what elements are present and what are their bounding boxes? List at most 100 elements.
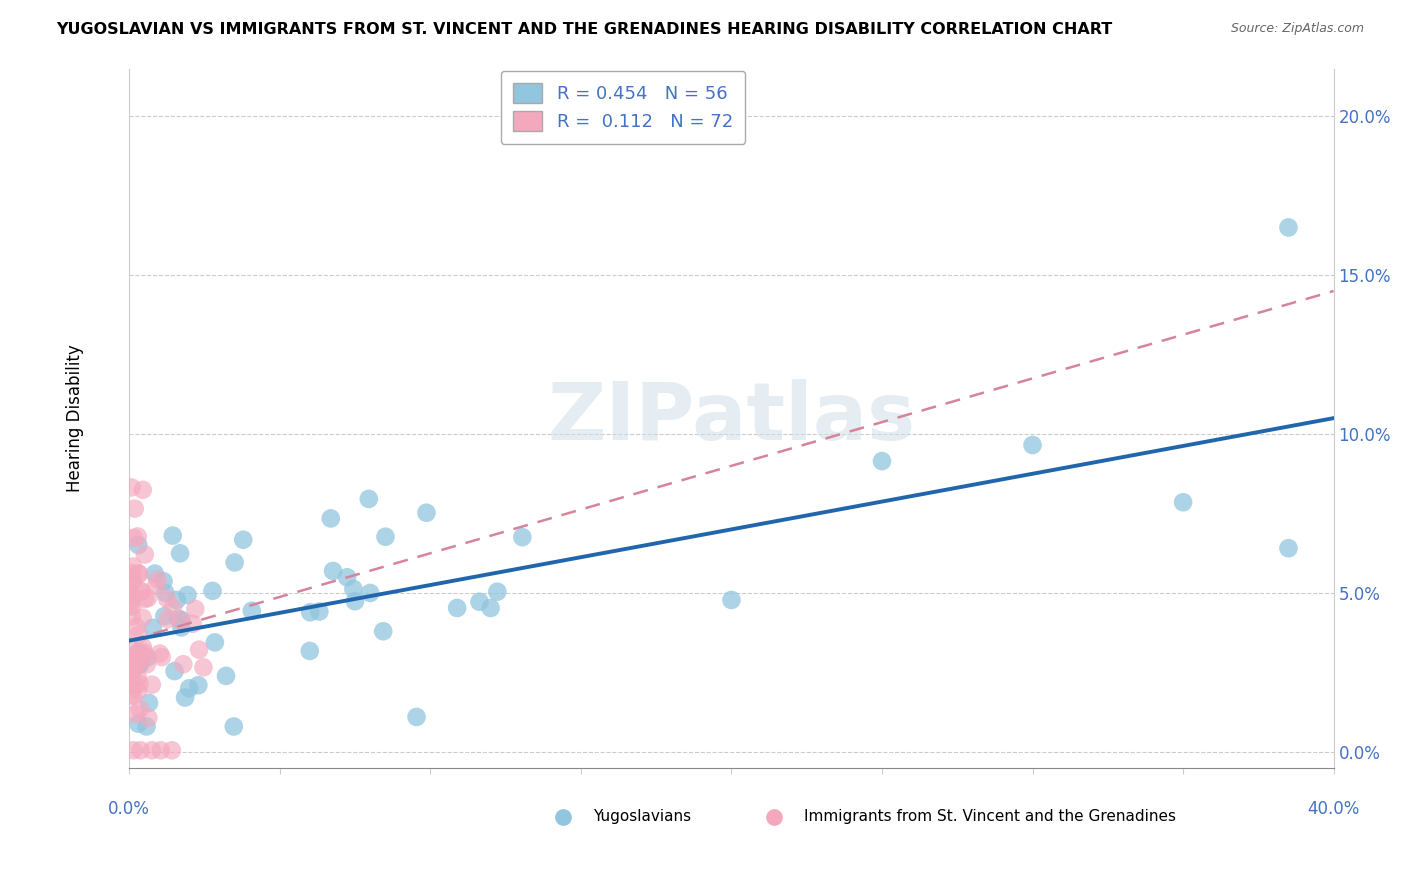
Point [166,593,188,607]
Point [131,611,153,625]
Point [174,690,197,705]
Text: ZIPatlas: ZIPatlas [547,379,915,457]
Point [127,716,149,731]
Point [405,710,427,724]
Point [170,614,193,628]
Point [135,719,157,733]
Point [870,454,893,468]
Point [124,678,146,692]
Point [121,574,143,588]
Text: 40.0%: 40.0% [1308,799,1360,818]
Point [128,702,150,716]
Point [1277,541,1299,556]
Point [120,586,142,600]
Text: Hearing Disability: Hearing Disability [66,344,84,492]
Point [193,660,215,674]
Point [1171,495,1194,509]
Point [468,595,491,609]
Point [121,609,143,624]
Point [486,584,509,599]
Point [342,582,364,596]
Point [145,579,167,593]
Point [122,559,145,574]
Text: Immigrants from St. Vincent and the Grenadines: Immigrants from St. Vincent and the Gren… [804,809,1175,824]
Point [122,743,145,757]
Point [121,678,143,692]
Point [149,743,172,757]
Point [121,574,143,589]
Point [127,683,149,698]
Point [359,586,381,600]
Point [131,653,153,667]
Point [125,620,148,634]
Point [373,624,395,639]
Point [160,743,183,757]
Point [150,650,173,665]
Point [187,678,209,692]
Point [299,605,322,619]
Point [156,612,179,626]
Point [152,574,174,589]
Point [127,645,149,659]
Point [141,678,163,692]
Point [136,591,159,605]
Point [446,601,468,615]
Point [162,528,184,542]
Legend: R = 0.454   N = 56, R =  0.112   N = 72: R = 0.454 N = 56, R = 0.112 N = 72 [501,70,745,144]
Point [222,719,245,733]
Point [120,688,142,702]
Point [120,599,142,613]
Point [136,650,159,665]
Point [120,654,142,668]
Point [201,583,224,598]
Point [479,601,502,615]
Point [120,674,142,689]
Point [1021,438,1043,452]
Text: Source: ZipAtlas.com: Source: ZipAtlas.com [1230,22,1364,36]
Point [134,548,156,562]
Point [163,664,186,678]
Point [415,506,437,520]
Point [128,566,150,581]
Point [124,661,146,675]
Point [169,546,191,560]
Point [129,657,152,672]
Point [120,660,142,674]
Point [167,612,190,626]
Point [215,669,238,683]
Point [121,566,143,580]
Point [128,628,150,642]
Point [120,639,142,653]
Point [232,533,254,547]
Point [308,605,330,619]
Point [122,650,145,665]
Point [132,640,155,654]
Point [141,743,163,757]
Point [131,648,153,662]
Point [129,743,152,757]
Point [120,570,142,584]
Point [170,613,193,627]
Point [121,599,143,614]
Point [138,696,160,710]
Point [162,600,184,615]
Point [188,642,211,657]
Point [240,604,263,618]
Point [128,566,150,581]
Text: Yugoslavians: Yugoslavians [593,809,692,824]
Point [720,593,742,607]
Point [134,592,156,607]
Point [224,556,246,570]
Point [127,538,149,552]
Point [125,706,148,721]
Point [134,646,156,660]
Point [374,530,396,544]
Point [181,616,204,631]
Point [184,602,207,616]
Point [343,594,366,608]
Point [128,677,150,691]
Point [322,564,344,578]
Point [142,621,165,635]
Point [336,570,359,584]
Point [172,657,194,672]
